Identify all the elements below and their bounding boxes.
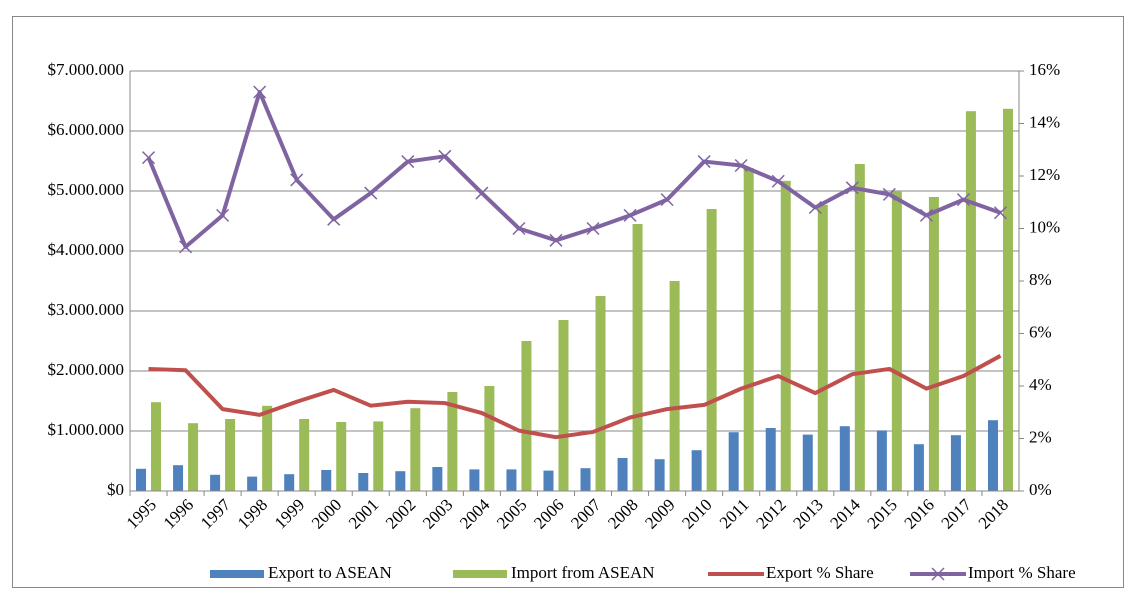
bar: [358, 473, 369, 491]
bar: [447, 392, 458, 491]
y2-tick-label: 8%: [1029, 270, 1052, 289]
bar: [432, 467, 443, 491]
marker: [290, 173, 304, 187]
legend-label: Import from ASEAN: [511, 563, 655, 582]
y2-tick-label: 4%: [1029, 375, 1052, 394]
bar: [210, 474, 221, 491]
line: [146, 90, 1002, 249]
bar: [706, 209, 717, 491]
bar: [743, 168, 754, 491]
bar: [765, 428, 776, 491]
marker: [253, 85, 267, 99]
bar: [780, 180, 791, 492]
marker: [327, 212, 341, 226]
bar: [151, 402, 162, 491]
bar: [484, 386, 495, 491]
y-tick-label: $6.000.000: [48, 120, 125, 139]
bar: [469, 469, 480, 491]
bar: [410, 408, 421, 491]
legend-swatch: [453, 570, 507, 578]
y2-tick-label: 16%: [1029, 60, 1060, 79]
bar: [247, 476, 258, 491]
marker: [845, 181, 859, 195]
bar: [817, 204, 828, 492]
bar: [595, 296, 606, 491]
bar: [669, 281, 680, 491]
marker: [993, 206, 1008, 220]
bar: [543, 470, 554, 491]
bar: [891, 191, 902, 491]
legend-label: Export to ASEAN: [268, 563, 392, 582]
marker: [475, 186, 489, 200]
legend-swatch: [210, 570, 264, 578]
bar: [839, 426, 850, 491]
y2-tick-label: 10%: [1029, 217, 1060, 236]
marker: [586, 221, 600, 236]
marker: [549, 233, 563, 247]
y2-tick-label: 14%: [1029, 112, 1060, 131]
bar: [506, 469, 517, 491]
marker: [808, 200, 822, 215]
marker: [438, 149, 452, 163]
y-tick-label: $7.000.000: [48, 60, 125, 79]
y-tick-label: $4.000.000: [48, 240, 125, 259]
y-tick-label: $1.000.000: [48, 420, 125, 439]
bar: [395, 471, 406, 491]
bar: [928, 197, 939, 491]
marker: [401, 155, 415, 169]
bar: [188, 423, 199, 491]
marker: [771, 174, 785, 188]
legend-label: Import % Share: [968, 563, 1076, 582]
bar: [876, 430, 887, 491]
line: [148, 354, 1002, 440]
bar: [173, 465, 184, 491]
marker: [882, 187, 896, 201]
bar: [913, 444, 924, 491]
marker: [623, 208, 637, 222]
bar: [950, 435, 961, 491]
y-tick-label: $3.000.000: [48, 300, 125, 319]
bar: [299, 419, 310, 491]
marker: [512, 221, 526, 236]
bar: [580, 468, 591, 491]
bar: [617, 458, 628, 491]
y-tick-label: $5.000.000: [48, 180, 125, 199]
bar: [632, 224, 643, 491]
y2-tick-label: 12%: [1029, 165, 1060, 184]
bar: [284, 474, 295, 491]
bar: [262, 405, 273, 491]
marker: [956, 193, 970, 207]
bar: [136, 468, 147, 491]
y-tick-label: $0: [107, 480, 124, 499]
legend-marker: [931, 567, 945, 581]
bar: [987, 420, 998, 491]
bar: [654, 459, 665, 491]
marker: [179, 240, 193, 254]
bar: [728, 432, 739, 491]
y-tick-label: $2.000.000: [48, 360, 125, 379]
y2-tick-label: 6%: [1029, 322, 1052, 341]
bar: [321, 470, 332, 491]
y2-tick-label: 0%: [1029, 480, 1052, 499]
bar: [1002, 108, 1013, 492]
y2-tick-label: 2%: [1029, 427, 1052, 446]
marker: [697, 155, 711, 169]
bar: [225, 419, 236, 491]
legend-label: Export % Share: [766, 563, 874, 582]
bar: [558, 320, 569, 491]
marker: [734, 158, 748, 173]
bar: [965, 111, 976, 491]
bar: [521, 341, 532, 491]
bar: [336, 422, 347, 491]
bar: [373, 421, 384, 491]
marker: [364, 186, 378, 200]
bar: [854, 164, 865, 491]
marker: [919, 208, 933, 222]
bar: [802, 434, 813, 491]
marker: [660, 193, 674, 207]
marker: [216, 208, 230, 222]
marker: [141, 151, 156, 165]
bar: [691, 450, 702, 491]
